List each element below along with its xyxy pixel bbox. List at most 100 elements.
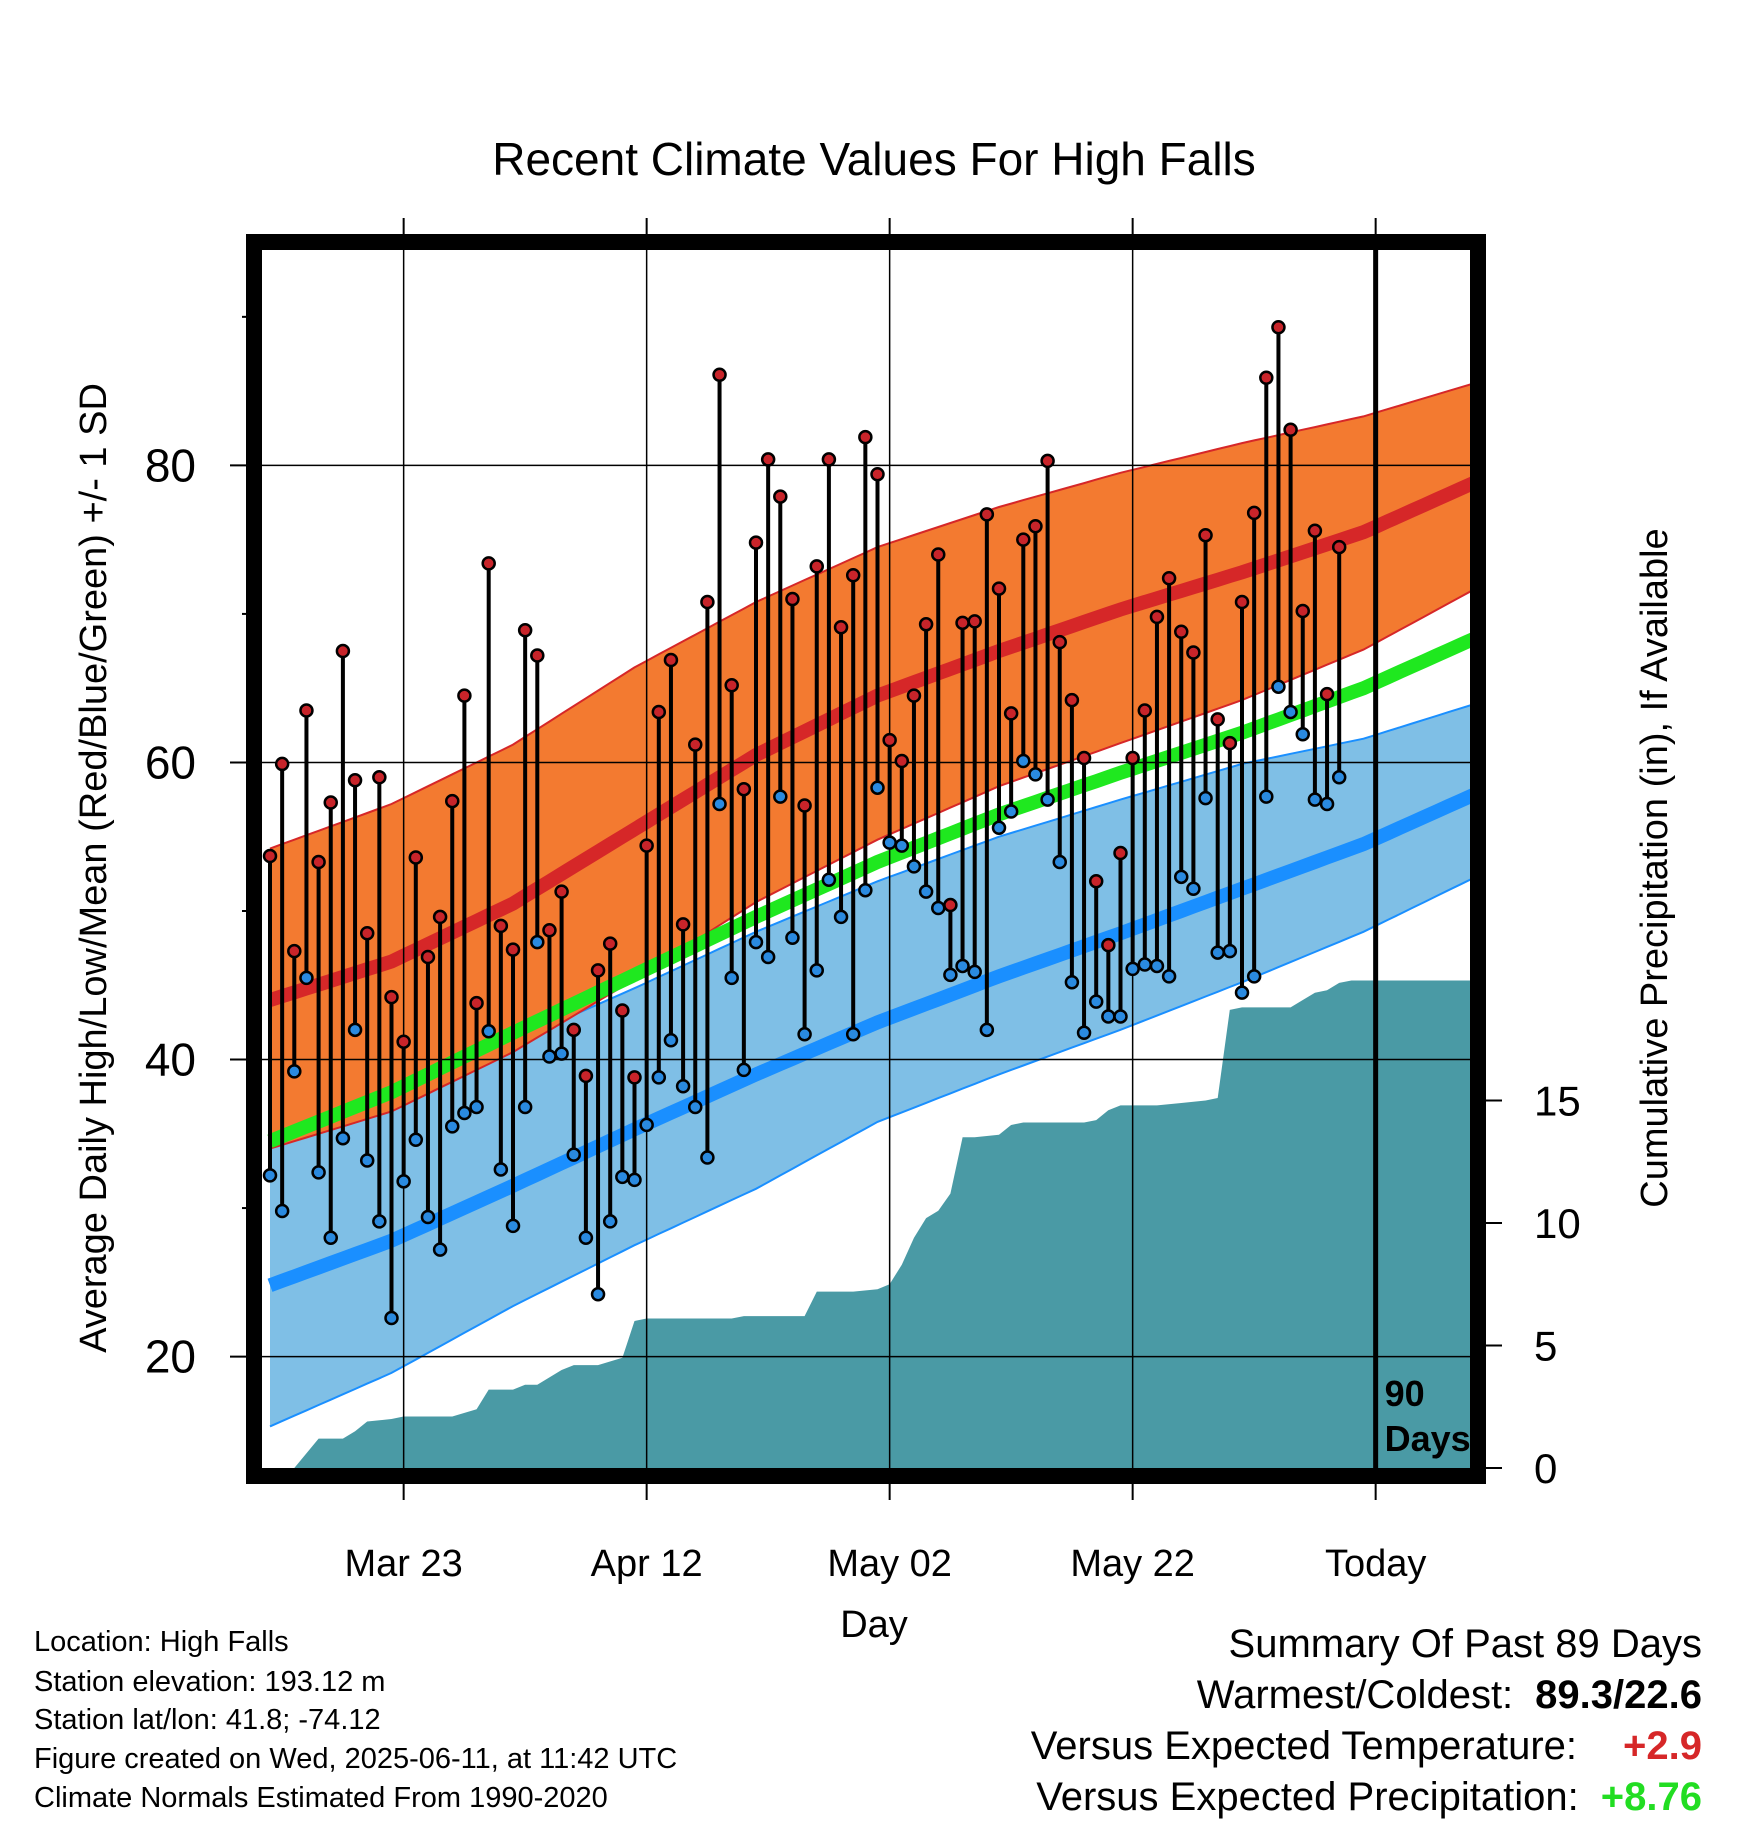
x-tick-label: Mar 23 bbox=[345, 1543, 463, 1585]
high-point bbox=[943, 897, 958, 913]
low-point bbox=[1210, 945, 1225, 960]
x-axis-label: Day bbox=[840, 1604, 908, 1646]
low-point bbox=[882, 835, 897, 850]
plot-border bbox=[246, 234, 1486, 1484]
high-point bbox=[882, 732, 897, 748]
warm-cold-value: 89.3/22.6 bbox=[1535, 1673, 1702, 1717]
today-annotation-days: Days bbox=[1385, 1418, 1471, 1459]
low-point bbox=[809, 963, 824, 978]
low-point bbox=[396, 1174, 411, 1189]
chart-title: Recent Climate Values For High Falls bbox=[492, 133, 1256, 185]
low-point bbox=[651, 1070, 667, 1085]
high-point bbox=[845, 568, 861, 583]
high-point bbox=[1198, 527, 1213, 543]
high-point bbox=[372, 770, 387, 785]
low-point bbox=[1125, 961, 1140, 977]
low-point bbox=[700, 1150, 715, 1165]
low-point bbox=[1307, 792, 1323, 807]
high-point bbox=[675, 917, 691, 932]
high-point bbox=[1016, 532, 1031, 547]
summary-warm-cold: Warmest/Coldest: 89.3/22.6 bbox=[1196, 1673, 1702, 1717]
high-point bbox=[1210, 712, 1225, 727]
low-point bbox=[590, 1286, 606, 1302]
precip-deviation-value: +8.76 bbox=[1600, 1775, 1702, 1819]
low-point bbox=[955, 958, 970, 974]
high-point bbox=[1064, 692, 1080, 708]
low-point bbox=[870, 780, 885, 795]
low-point bbox=[420, 1209, 436, 1225]
high-point bbox=[979, 507, 995, 522]
high-point bbox=[615, 1003, 630, 1018]
high-point bbox=[1052, 634, 1067, 650]
high-point bbox=[1174, 624, 1189, 639]
low-point bbox=[602, 1214, 618, 1229]
high-point bbox=[700, 594, 715, 610]
low-point bbox=[262, 1168, 278, 1183]
high-point bbox=[1113, 845, 1128, 861]
latlon-text: Station lat/lon: 41.8; -74.12 bbox=[34, 1704, 381, 1736]
high-point bbox=[918, 617, 934, 632]
high-point bbox=[785, 591, 800, 607]
low-point bbox=[542, 1049, 557, 1064]
low-point bbox=[627, 1172, 642, 1188]
low-point bbox=[1198, 790, 1213, 806]
high-point bbox=[590, 963, 606, 978]
low-point bbox=[1283, 704, 1298, 720]
low-point bbox=[894, 838, 910, 853]
low-point bbox=[384, 1310, 399, 1326]
low-point bbox=[918, 884, 934, 899]
high-point bbox=[955, 615, 970, 631]
low-point bbox=[906, 859, 922, 874]
precip-fill bbox=[270, 980, 1470, 1468]
high-point bbox=[457, 688, 472, 703]
low-point bbox=[1174, 869, 1189, 885]
low-point bbox=[517, 1099, 533, 1115]
low-point bbox=[821, 872, 837, 888]
low-point bbox=[323, 1230, 338, 1246]
high-point bbox=[894, 753, 910, 769]
low-point bbox=[858, 882, 873, 898]
high-point bbox=[299, 703, 314, 718]
high-point bbox=[736, 781, 752, 797]
high-point bbox=[1028, 519, 1043, 534]
high-point bbox=[469, 995, 484, 1011]
low-point bbox=[1076, 1025, 1092, 1041]
low-lower-line bbox=[269, 878, 1470, 1428]
high-point bbox=[578, 1068, 594, 1084]
high-point bbox=[396, 1034, 411, 1049]
low-point bbox=[1016, 753, 1031, 769]
x-tick-label: Apr 12 bbox=[591, 1543, 703, 1585]
high-point bbox=[359, 926, 375, 941]
low-point bbox=[991, 820, 1007, 836]
today-annotation-count: 90 bbox=[1385, 1373, 1425, 1414]
low-point bbox=[1161, 969, 1177, 984]
low-point bbox=[748, 934, 764, 950]
high-point bbox=[1137, 703, 1153, 718]
high-point bbox=[1234, 594, 1250, 610]
high-point bbox=[809, 559, 824, 574]
high-point bbox=[967, 614, 982, 629]
high-point bbox=[542, 923, 557, 938]
low-point bbox=[773, 789, 788, 804]
high-point bbox=[1101, 937, 1116, 953]
high-point bbox=[347, 773, 363, 788]
low-point bbox=[943, 967, 958, 983]
high-point bbox=[493, 918, 509, 934]
y-axis-label: Average Daily High/Low/Mean (Red/Blue/Gr… bbox=[73, 383, 115, 1353]
y-tick-label: 40 bbox=[145, 1034, 196, 1086]
low-point bbox=[675, 1079, 691, 1094]
low-point bbox=[1003, 804, 1019, 819]
high-point bbox=[505, 942, 521, 957]
low-point bbox=[688, 1099, 703, 1115]
high-point bbox=[858, 429, 873, 445]
low-point bbox=[566, 1147, 581, 1162]
low-point bbox=[1295, 726, 1310, 742]
low-point bbox=[1052, 854, 1067, 870]
high-point bbox=[1088, 874, 1104, 889]
high-point bbox=[991, 581, 1007, 596]
y2-axis-label: Cumulative Precipitation (in), If Availa… bbox=[1634, 528, 1676, 1207]
high-point bbox=[797, 798, 812, 813]
low-point bbox=[979, 1022, 995, 1038]
high-point bbox=[481, 556, 496, 571]
